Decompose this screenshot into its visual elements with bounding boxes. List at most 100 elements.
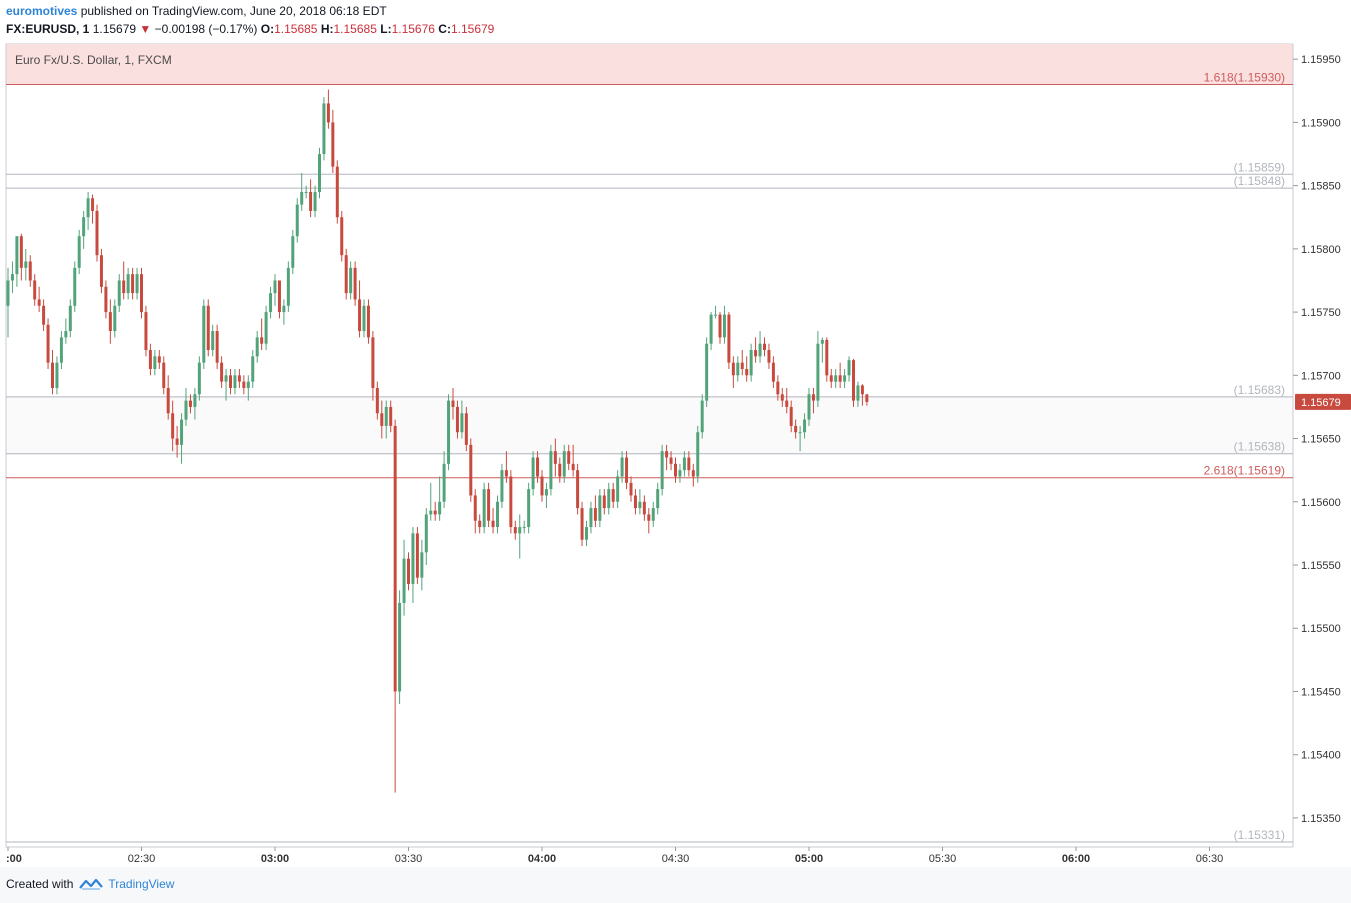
candle-body	[638, 501, 642, 509]
candle-body	[411, 533, 415, 584]
author-link[interactable]: euromotives	[6, 4, 78, 18]
candle-body	[77, 236, 81, 268]
candle-body	[745, 368, 749, 376]
candle-body	[140, 274, 143, 313]
candle-body	[73, 267, 77, 306]
candle-body	[487, 489, 491, 521]
candle-body	[803, 419, 807, 433]
x-tick-label-4: 04:00	[528, 853, 556, 865]
y-tick-label-12: 1.15950	[1301, 54, 1341, 66]
high-label: H:	[320, 22, 334, 36]
candle-body	[255, 337, 259, 357]
candle-body	[455, 406, 459, 433]
candle-body	[665, 451, 669, 458]
candle-body	[113, 305, 117, 332]
candle-body	[415, 533, 419, 578]
candle-body	[273, 280, 277, 294]
y-tick-label-1: 1.15400	[1301, 750, 1341, 762]
y-tick-label-9: 1.15800	[1301, 244, 1341, 256]
x-tick-label-0: :00	[6, 853, 22, 865]
candle-body	[451, 400, 455, 407]
candle-body	[642, 501, 646, 515]
candle-body	[380, 413, 384, 426]
candle-body	[469, 444, 473, 496]
candle-body	[180, 419, 184, 445]
close-label: C:	[438, 22, 451, 36]
candle-body	[86, 198, 90, 218]
candle-body	[625, 457, 629, 483]
y-tick-label-10: 1.15850	[1301, 181, 1341, 193]
candle-body	[68, 305, 72, 332]
candle-body	[852, 360, 855, 401]
candle-body	[126, 274, 130, 294]
price-chart[interactable]: Euro Fx/U.S. Dollar, 1, FXCM 1.618(1.1593…	[0, 42, 1351, 867]
fib-label-6: (1.15331)	[1234, 828, 1285, 842]
candle-body	[705, 343, 709, 401]
candle-body	[438, 501, 442, 515]
candle-body	[549, 451, 553, 490]
candle-body	[46, 324, 50, 363]
candle-body	[148, 350, 152, 369]
candle-body	[602, 495, 606, 509]
footer: Created with TradingView	[6, 877, 174, 891]
candle-body	[251, 356, 255, 382]
y-tick-label-5: 1.15600	[1301, 497, 1341, 509]
candle-body	[629, 482, 633, 496]
candle-body	[220, 362, 224, 382]
candle-body	[420, 552, 424, 578]
published-text: published on TradingView.com, June 20, 2…	[80, 4, 387, 18]
candle-body	[731, 362, 735, 376]
candle-body	[576, 470, 580, 509]
x-tick-label-2: 03:00	[261, 853, 289, 865]
header-line-2: FX:EURUSD, 1 1.15679 ▼ −0.00198 (−0.17%)…	[6, 22, 494, 36]
candle-body	[153, 356, 157, 369]
candle-body	[656, 489, 660, 509]
candle-body	[758, 343, 762, 357]
open-label: O:	[260, 22, 275, 36]
candle-body	[331, 122, 335, 167]
candle-body	[789, 406, 793, 426]
candle-body	[460, 413, 464, 433]
candle-body	[763, 343, 766, 351]
close-value: 1.15679	[450, 22, 495, 36]
candle-body	[811, 394, 815, 401]
candle-body	[188, 400, 192, 407]
created-with-label: Created with	[6, 877, 74, 891]
fib-label-2: (1.15848)	[1234, 174, 1285, 188]
x-tick-label-1: 02:30	[128, 853, 156, 865]
candle-body	[157, 356, 161, 363]
candle-body	[59, 337, 63, 363]
candle-body	[202, 305, 206, 363]
candle-body	[24, 261, 28, 268]
candle-body	[122, 280, 126, 294]
last-price: 1.15679	[92, 22, 137, 36]
candle-body	[171, 413, 175, 439]
candle-body	[295, 204, 299, 237]
candle-body	[558, 463, 562, 477]
candle-body	[785, 400, 789, 407]
candle-body	[843, 375, 847, 382]
candle-body	[727, 314, 731, 363]
candle-body	[99, 255, 103, 287]
candle-body	[193, 394, 197, 407]
candle-body	[184, 400, 188, 420]
footer-bar	[0, 867, 1351, 903]
candle-body	[660, 451, 664, 490]
candle-body	[237, 375, 241, 382]
candle-body	[714, 314, 718, 316]
candle-body	[856, 385, 860, 401]
candle-body	[362, 305, 366, 332]
candle-body	[64, 331, 68, 338]
chart-title: Euro Fx/U.S. Dollar, 1, FXCM	[15, 53, 172, 67]
candle-body	[838, 375, 842, 382]
candle-body	[518, 527, 522, 534]
candle-body	[286, 267, 290, 306]
candle-body	[571, 463, 575, 471]
candle-body	[491, 520, 495, 528]
y-tick-label-4: 1.15550	[1301, 560, 1341, 572]
candle-body	[749, 350, 753, 376]
tradingview-link[interactable]: TradingView	[79, 877, 174, 891]
candle-body	[197, 362, 201, 395]
candle-body	[442, 463, 446, 502]
candle-body	[398, 602, 402, 692]
